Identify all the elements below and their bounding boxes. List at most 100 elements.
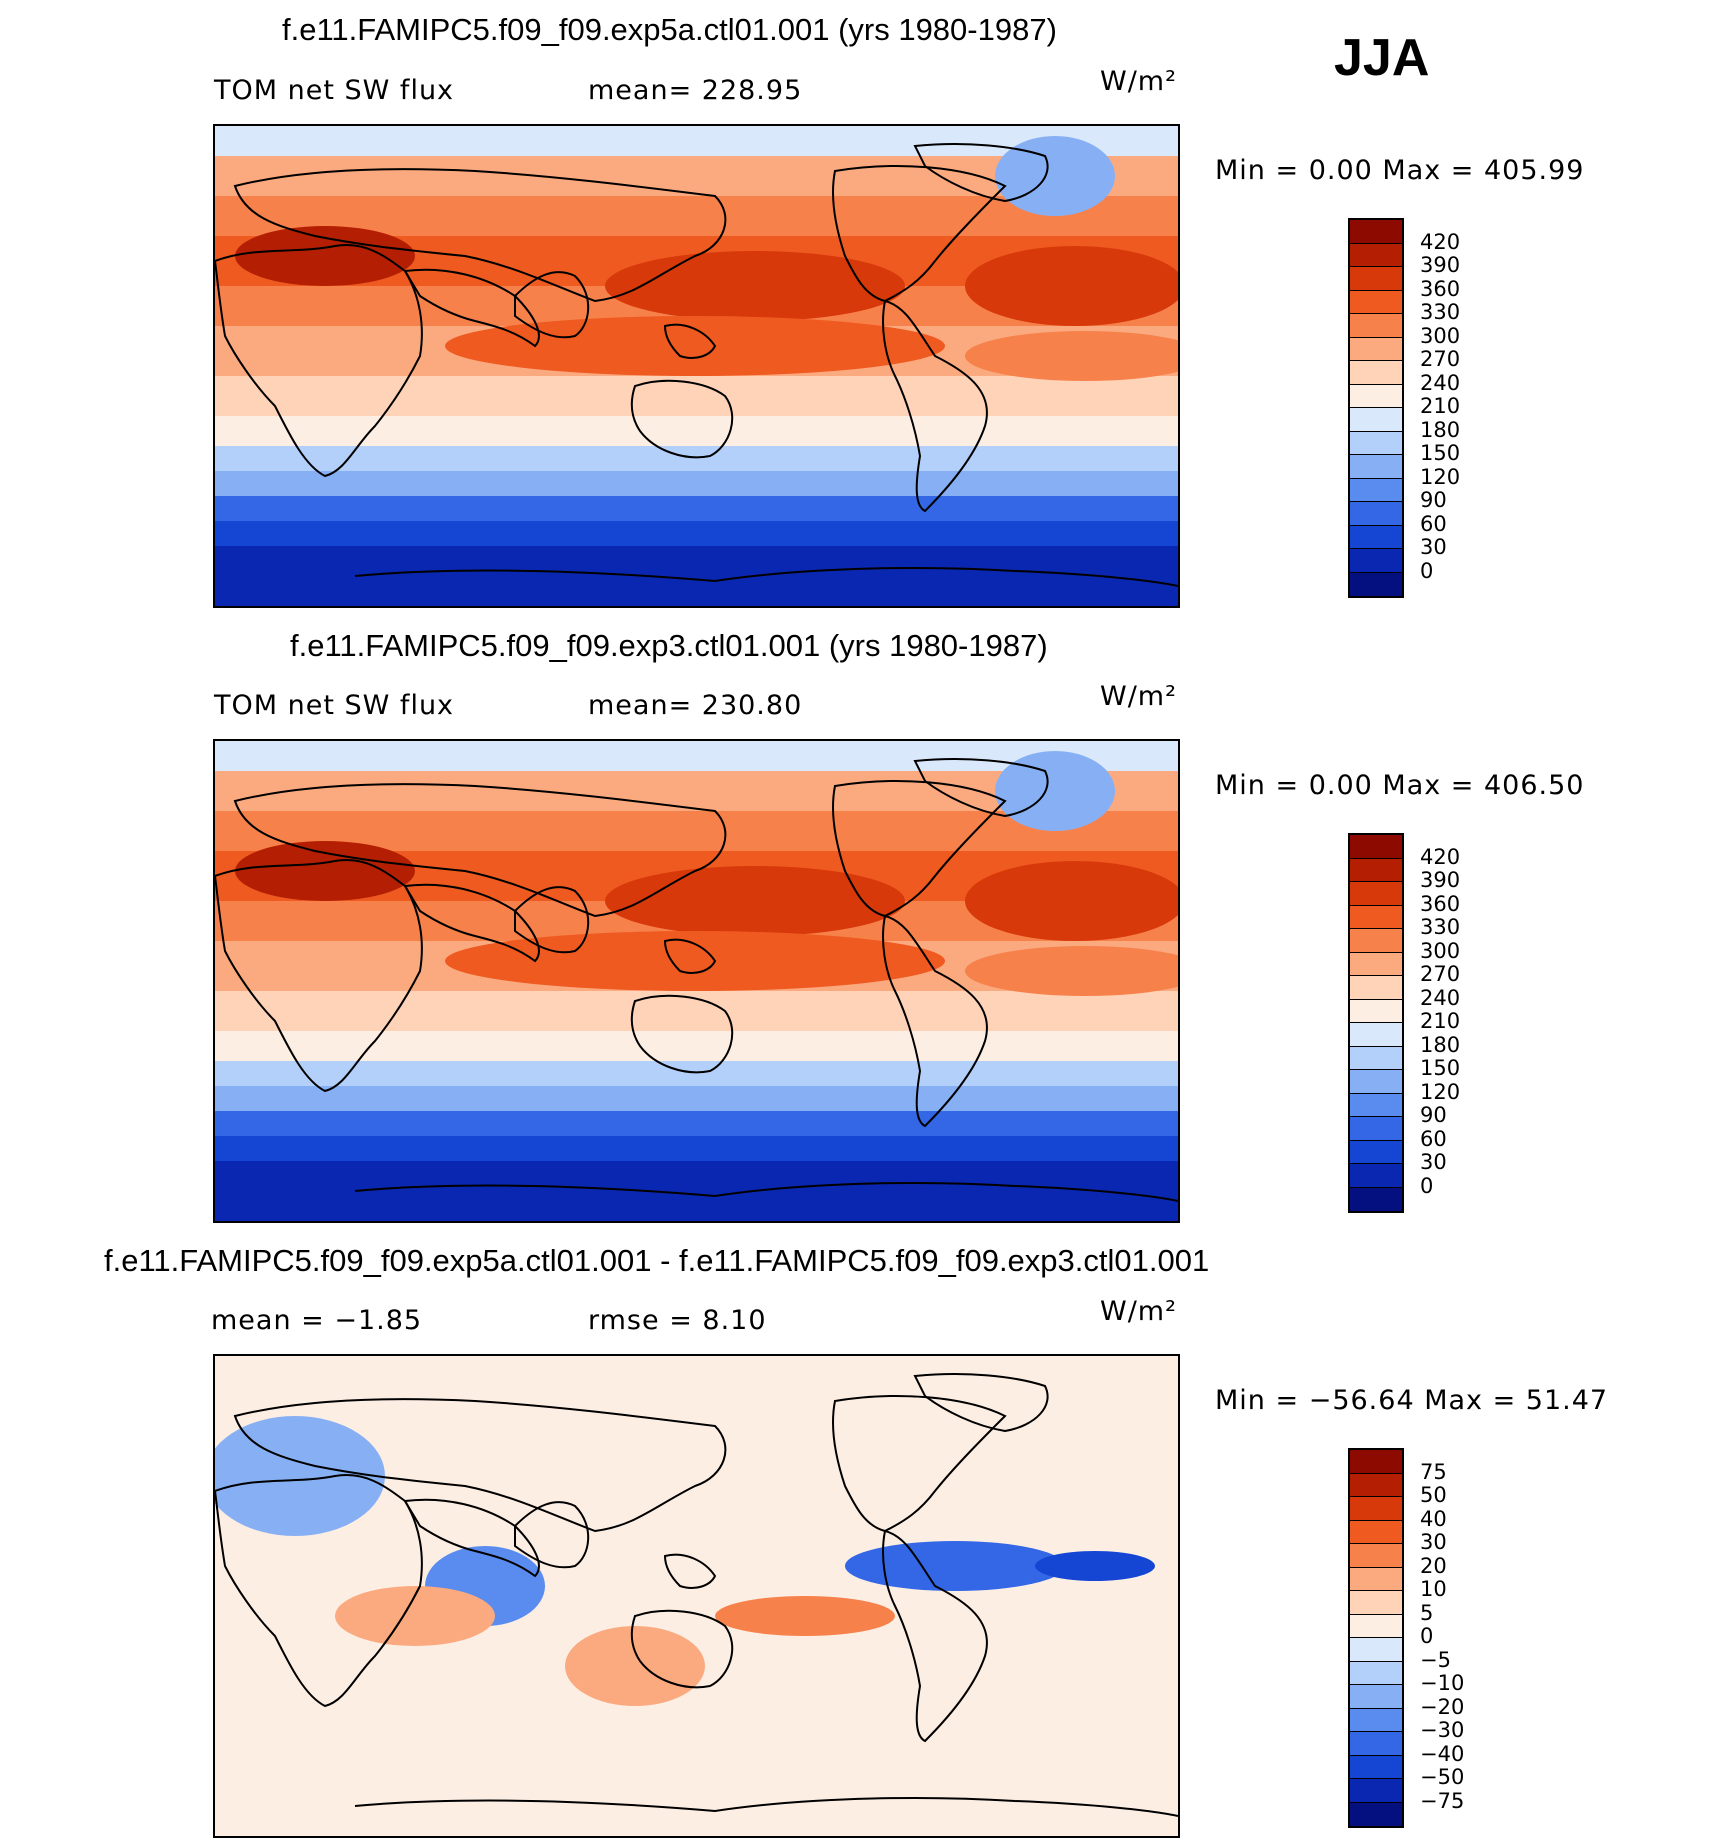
coastline xyxy=(403,268,540,348)
colorbar-tick-label: −40 xyxy=(1420,1741,1465,1766)
colorbar-tick-label: 300 xyxy=(1420,323,1461,348)
field-blob xyxy=(965,246,1178,326)
coastline xyxy=(403,1498,540,1578)
colorbar-tick-label: 0 xyxy=(1420,558,1434,583)
colorbar-tick-label: 420 xyxy=(1420,229,1461,254)
field-blob xyxy=(965,861,1178,941)
field-band xyxy=(215,446,1178,471)
colorbar-segment xyxy=(1350,1450,1402,1474)
colorbar-segment xyxy=(1350,1093,1402,1117)
colorbar-tick-label: 120 xyxy=(1420,1079,1461,1104)
colorbar-tick-label: 30 xyxy=(1420,1530,1447,1554)
colorbar-tick-label: −50 xyxy=(1420,1765,1465,1789)
colorbar-tick-label: 60 xyxy=(1420,1126,1447,1151)
colorbar-tick-label: 60 xyxy=(1420,511,1447,536)
colorbar-segment xyxy=(1350,1520,1402,1544)
colorbar-tick-label: 240 xyxy=(1420,985,1461,1010)
coastline xyxy=(663,938,717,974)
colorbar-tick-label: 75 xyxy=(1420,1459,1447,1484)
colorbar-segment xyxy=(1350,431,1402,455)
field-band xyxy=(215,1111,1178,1136)
colorbar-tick-label: 210 xyxy=(1420,394,1461,418)
colorbar-segment xyxy=(1350,1614,1402,1638)
colorbar-segment xyxy=(1350,408,1402,432)
coastline xyxy=(882,1529,988,1743)
colorbar-segment xyxy=(1350,1046,1402,1070)
colorbar-segment xyxy=(1350,1544,1402,1568)
colorbar-tick-label: −75 xyxy=(1420,1788,1465,1813)
panel-2-mean-label: mean= 230.80 xyxy=(588,690,803,721)
field-blob xyxy=(845,1541,1065,1591)
panel-2-minmax: Min = 0.00 Max = 406.50 xyxy=(1215,770,1585,801)
field-blob xyxy=(605,251,905,321)
colorbar-segment xyxy=(1350,1497,1402,1521)
field-blob xyxy=(565,1626,705,1706)
coastline xyxy=(882,299,988,513)
coastline xyxy=(215,859,423,1093)
colorbar-segment xyxy=(1350,1187,1402,1211)
colorbar-segment xyxy=(1350,1567,1402,1591)
coastline xyxy=(832,165,1007,303)
colorbar-tick-label: 10 xyxy=(1420,1577,1447,1601)
colorbar-segment xyxy=(1350,455,1402,479)
panel-3-units: W/m² xyxy=(1100,1296,1177,1327)
colorbar-tick-label: −30 xyxy=(1420,1718,1465,1742)
coastline xyxy=(663,323,717,359)
colorbar-segment xyxy=(1350,905,1402,929)
colorbar-segment xyxy=(1350,1732,1402,1756)
colorbar-tick-label: 180 xyxy=(1420,1032,1461,1057)
coastline xyxy=(514,271,590,339)
coastline xyxy=(630,1609,734,1689)
field-blob xyxy=(965,946,1178,996)
panel-1-variable-label: TOM net SW flux xyxy=(214,75,455,106)
colorbar-segment xyxy=(1350,1708,1402,1732)
colorbar-segment xyxy=(1350,478,1402,502)
colorbar-segment xyxy=(1350,1164,1402,1188)
panel-1-mean-label: mean= 228.95 xyxy=(588,75,803,106)
colorbar-tick-label: 270 xyxy=(1420,347,1461,371)
field-band xyxy=(215,376,1178,416)
colorbar-segment xyxy=(1350,835,1402,859)
coastline xyxy=(913,758,1049,818)
field-band xyxy=(215,1061,1178,1086)
colorbar-segment xyxy=(1350,572,1402,596)
field-band xyxy=(215,991,1178,1031)
colorbar-segment xyxy=(1350,384,1402,408)
field-band xyxy=(215,546,1178,606)
field-blob xyxy=(445,316,945,376)
colorbar-segment xyxy=(1350,220,1402,244)
colorbar-tick-label: 30 xyxy=(1420,535,1447,559)
colorbar-segment xyxy=(1350,337,1402,361)
colorbar-tick-label: 40 xyxy=(1420,1506,1447,1531)
coastline xyxy=(233,168,727,303)
coastline xyxy=(913,143,1049,203)
panel-2-variable-label: TOM net SW flux xyxy=(214,690,455,721)
field-band xyxy=(215,1086,1178,1111)
colorbar-tick-label: 420 xyxy=(1420,844,1461,869)
colorbar-tick-label: 120 xyxy=(1420,464,1461,489)
panel-3-mean-label: mean = −1.85 xyxy=(211,1305,423,1336)
coastline xyxy=(913,1373,1049,1433)
field-blob xyxy=(235,841,415,901)
colorbar-segment xyxy=(1350,858,1402,882)
colorbar-segment xyxy=(1350,1685,1402,1709)
field-blob xyxy=(335,1586,495,1646)
colorbar-segment xyxy=(1350,1661,1402,1685)
season-label: JJA xyxy=(1334,29,1430,87)
colorbar-tick-label: 390 xyxy=(1420,253,1461,277)
colorbar-tick-label: 360 xyxy=(1420,276,1461,301)
coastline xyxy=(882,914,988,1128)
colorbar-tick-label: 50 xyxy=(1420,1483,1447,1507)
field-band xyxy=(215,1161,1178,1221)
panel-1-title: f.e11.FAMIPC5.f09_f09.exp5a.ctl01.001 (y… xyxy=(282,12,1057,47)
coastline xyxy=(630,379,734,459)
coastline xyxy=(215,244,423,478)
panel-3-minmax: Min = −56.64 Max = 51.47 xyxy=(1215,1385,1609,1416)
coastline xyxy=(354,1797,1178,1817)
colorbar-tick-label: −5 xyxy=(1420,1647,1451,1672)
colorbar-segment xyxy=(1350,290,1402,314)
field-blob xyxy=(215,1416,385,1536)
coastline xyxy=(215,1474,423,1708)
coastline xyxy=(514,1501,590,1569)
coastline xyxy=(354,567,1178,587)
